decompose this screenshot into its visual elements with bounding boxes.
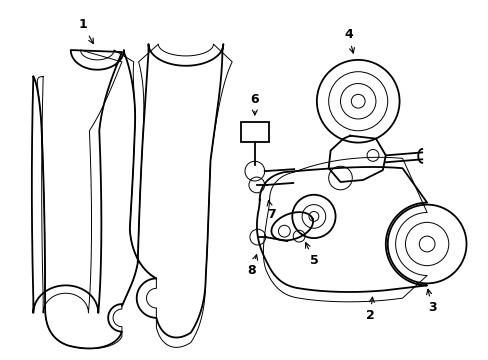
Bar [241,122,268,141]
Text: 5: 5 [305,243,318,267]
Text: 1: 1 [78,18,93,44]
Text: 4: 4 [343,28,354,53]
Text: 3: 3 [426,289,435,315]
Text: 2: 2 [365,297,374,322]
Text: 7: 7 [266,201,275,221]
Text: 8: 8 [247,255,257,277]
Text: 6: 6 [250,93,259,115]
